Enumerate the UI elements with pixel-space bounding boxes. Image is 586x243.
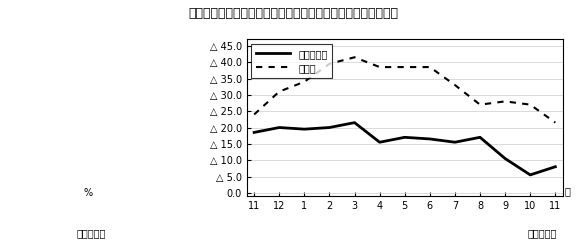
製造業: [502, 100, 509, 103]
製造業: [301, 80, 308, 83]
製造業: [527, 103, 534, 106]
製造業: [401, 66, 408, 69]
鉱産業累計: [401, 136, 408, 139]
製造業: [476, 103, 483, 106]
製造業: [326, 62, 333, 65]
製造業: [376, 66, 383, 69]
鉱産業累計: [451, 141, 458, 144]
Text: 月: 月: [564, 186, 570, 196]
製造業: [251, 113, 258, 116]
Line: 製造業: 製造業: [254, 57, 556, 123]
鉱産業累計: [427, 138, 434, 140]
Text: 第２図　所定外労働時間対前年同月比の推移（規模５人以上）: 第２図 所定外労働時間対前年同月比の推移（規模５人以上）: [188, 7, 398, 20]
製造業: [427, 66, 434, 69]
鉱産業累計: [276, 126, 283, 129]
Text: 平成２１年: 平成２１年: [527, 228, 557, 238]
鉱産業累計: [326, 126, 333, 129]
製造業: [276, 90, 283, 93]
鉱産業累計: [552, 165, 559, 168]
鉱産業累計: [301, 128, 308, 130]
鉱産業累計: [251, 131, 258, 134]
鉱産業累計: [376, 141, 383, 144]
Legend: 鉱産業累計, 製造業: 鉱産業累計, 製造業: [251, 44, 332, 78]
Text: 平成２０年: 平成２０年: [76, 228, 105, 238]
Line: 鉱産業累計: 鉱産業累計: [254, 123, 556, 175]
鉱産業累計: [502, 157, 509, 160]
Text: %: %: [84, 188, 93, 198]
製造業: [552, 121, 559, 124]
鉱産業累計: [527, 174, 534, 176]
製造業: [351, 56, 358, 59]
鉱産業累計: [351, 121, 358, 124]
鉱産業累計: [476, 136, 483, 139]
製造業: [451, 84, 458, 87]
